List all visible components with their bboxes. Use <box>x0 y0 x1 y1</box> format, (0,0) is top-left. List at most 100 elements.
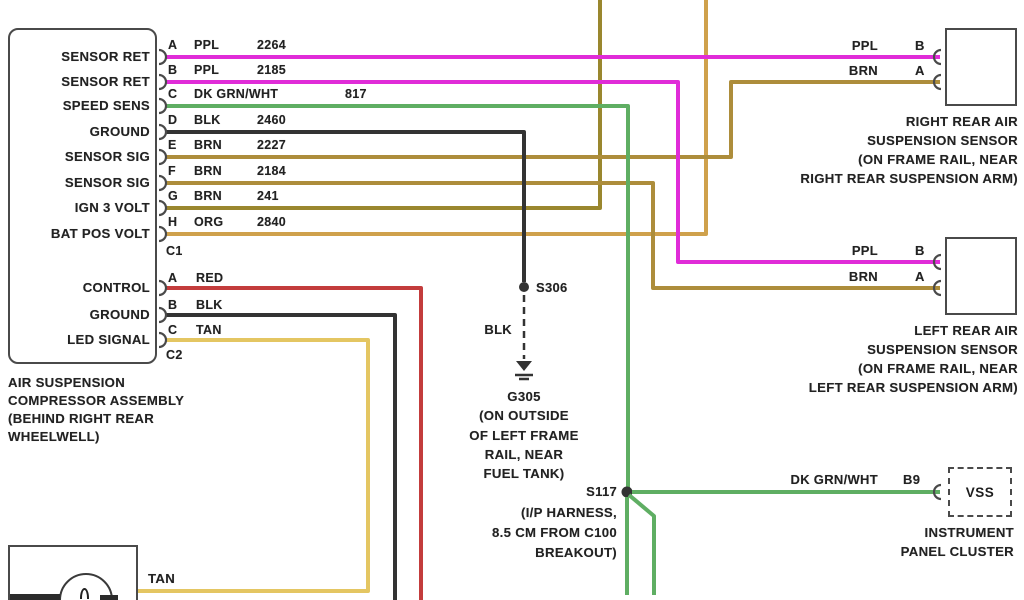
motor-symbol-glyph <box>80 588 89 599</box>
instrument-cluster-box <box>948 467 1012 517</box>
pin-signal-label: LED SIGNAL <box>67 332 150 347</box>
left-rear-sensor-caption: SUSPENSION SENSOR <box>867 342 1018 357</box>
compressor-caption-line: COMPRESSOR ASSEMBLY <box>8 393 185 408</box>
motor-terminal-right <box>100 595 118 600</box>
wire-color-label: RED <box>196 271 224 285</box>
pin-signal-label: GROUND <box>89 124 150 139</box>
wire-color-label: PPL <box>851 243 878 258</box>
wire-blk-2460 <box>166 130 526 282</box>
wire-color-label: DK GRN/WHT <box>790 472 878 487</box>
wire-color-label: PPL <box>194 38 220 52</box>
wire-dkgrnwht-down-2 <box>627 493 656 595</box>
pin-letter: D <box>168 113 178 127</box>
circuit-number: 817 <box>345 87 367 101</box>
motor-terminal-left <box>10 594 60 600</box>
pin-signal-label: BAT POS VOLT <box>50 226 150 241</box>
connector-id-c1: C1 <box>166 244 183 258</box>
wire-color-label: PPL <box>194 63 220 77</box>
wire-color-label: BRN <box>194 189 222 203</box>
splice-s306-dot <box>519 282 529 292</box>
pin-signal-label: SENSOR RET <box>61 74 150 89</box>
right-rear-sensor-caption: RIGHT REAR SUSPENSION ARM) <box>800 171 1018 186</box>
s117-caption: BREAKOUT) <box>535 545 617 560</box>
right-rear-sensor-caption: RIGHT REAR AIR <box>905 114 1018 129</box>
circuit-number: 2184 <box>257 164 287 178</box>
s117-caption: (I/P HARNESS, <box>521 505 617 520</box>
pin-letter: F <box>168 164 176 178</box>
pin-letter: A <box>168 38 178 52</box>
pin-letter: G <box>168 189 179 203</box>
vss-label: VSS <box>965 484 995 500</box>
wire-color-label: BLK <box>196 298 223 312</box>
g305-caption: G305 <box>507 389 541 404</box>
compressor-caption-line: (BEHIND RIGHT REAR <box>8 411 155 426</box>
wire-color-label: TAN <box>196 323 222 337</box>
cluster-caption: PANEL CLUSTER <box>900 544 1014 559</box>
compressor-caption-line: AIR SUSPENSION <box>8 375 126 390</box>
pin-letter: B <box>168 63 178 77</box>
blk-wire-label: BLK <box>484 322 512 337</box>
left-rear-sensor-caption: LEFT REAR SUSPENSION ARM) <box>808 380 1018 395</box>
right-rear-sensor-caption: (ON FRAME RAIL, NEAR <box>858 152 1018 167</box>
compressor-motor-box <box>8 545 138 600</box>
wire-color-label: BRN <box>194 138 222 152</box>
ground-symbol-arrow <box>516 361 532 371</box>
wire-dkgrnwht-817 <box>166 104 630 490</box>
g305-caption: FUEL TANK) <box>483 466 565 481</box>
wire-color-label: BRN <box>848 269 878 284</box>
circuit-number: 2460 <box>257 113 287 127</box>
wire-brn-241 <box>166 0 602 210</box>
left-rear-sensor-caption: LEFT REAR AIR <box>914 323 1018 338</box>
wire-color-label: PPL <box>851 38 878 53</box>
left-rear-sensor-caption: (ON FRAME RAIL, NEAR <box>858 361 1018 376</box>
wire-ppl-2185 <box>166 80 940 264</box>
wire-color-label: BLK <box>194 113 221 127</box>
wire-red-control <box>166 286 423 600</box>
pin-letter: C <box>168 323 178 337</box>
g305-caption: OF LEFT FRAME <box>469 428 579 443</box>
pin-signal-label: GROUND <box>89 307 150 322</box>
circuit-number: 2840 <box>257 215 287 229</box>
compressor-connector-box <box>8 28 157 364</box>
g305-caption: RAIL, NEAR <box>484 447 564 462</box>
splice-s306-label: S306 <box>536 280 568 295</box>
pin-letter: A <box>915 63 925 78</box>
pin-signal-label: SENSOR SIG <box>64 175 150 190</box>
pin-signal-label: SPEED SENS <box>62 98 150 113</box>
pin-letter: B <box>168 298 178 312</box>
pin-letter: B9 <box>903 472 921 487</box>
circuit-number: 241 <box>257 189 279 203</box>
circuit-number: 2264 <box>257 38 287 52</box>
wire-color-label: DK GRN/WHT <box>194 87 279 101</box>
pin-letter: E <box>168 138 177 152</box>
left-rear-sensor-box <box>945 237 1017 315</box>
wire-color-label: BRN <box>194 164 222 178</box>
circuit-number: 2185 <box>257 63 287 77</box>
connector-id-c2: C2 <box>166 348 183 362</box>
pin-letter: A <box>915 269 925 284</box>
pin-signal-label: SENSOR RET <box>61 49 150 64</box>
wire-brn-2227 <box>166 80 940 159</box>
wire-brn-2184 <box>166 181 940 290</box>
circuit-number: 2227 <box>257 138 287 152</box>
s117-caption: 8.5 CM FROM C100 <box>492 525 617 540</box>
pin-letter: B <box>915 38 925 53</box>
connector-arcs-left <box>158 48 168 349</box>
pin-letter: C <box>168 87 178 101</box>
pin-signal-label: SENSOR SIG <box>64 149 150 164</box>
pin-letter: H <box>168 215 178 229</box>
cluster-caption: INSTRUMENT <box>924 525 1014 540</box>
wire-org-2840 <box>166 0 708 236</box>
pin-signal-label: CONTROL <box>82 280 150 295</box>
splice-s117-label: S117 <box>586 484 617 499</box>
wire-color-label: BRN <box>848 63 878 78</box>
compressor-caption-line: WHEELWELL) <box>8 429 100 444</box>
connector-arcs-right <box>932 48 942 501</box>
wire-tan-led <box>138 338 370 593</box>
g305-caption: (ON OUTSIDE <box>479 408 569 423</box>
wire-blk-ground <box>166 313 397 600</box>
wire-color-label: ORG <box>194 215 224 229</box>
pin-letter: A <box>168 271 178 285</box>
